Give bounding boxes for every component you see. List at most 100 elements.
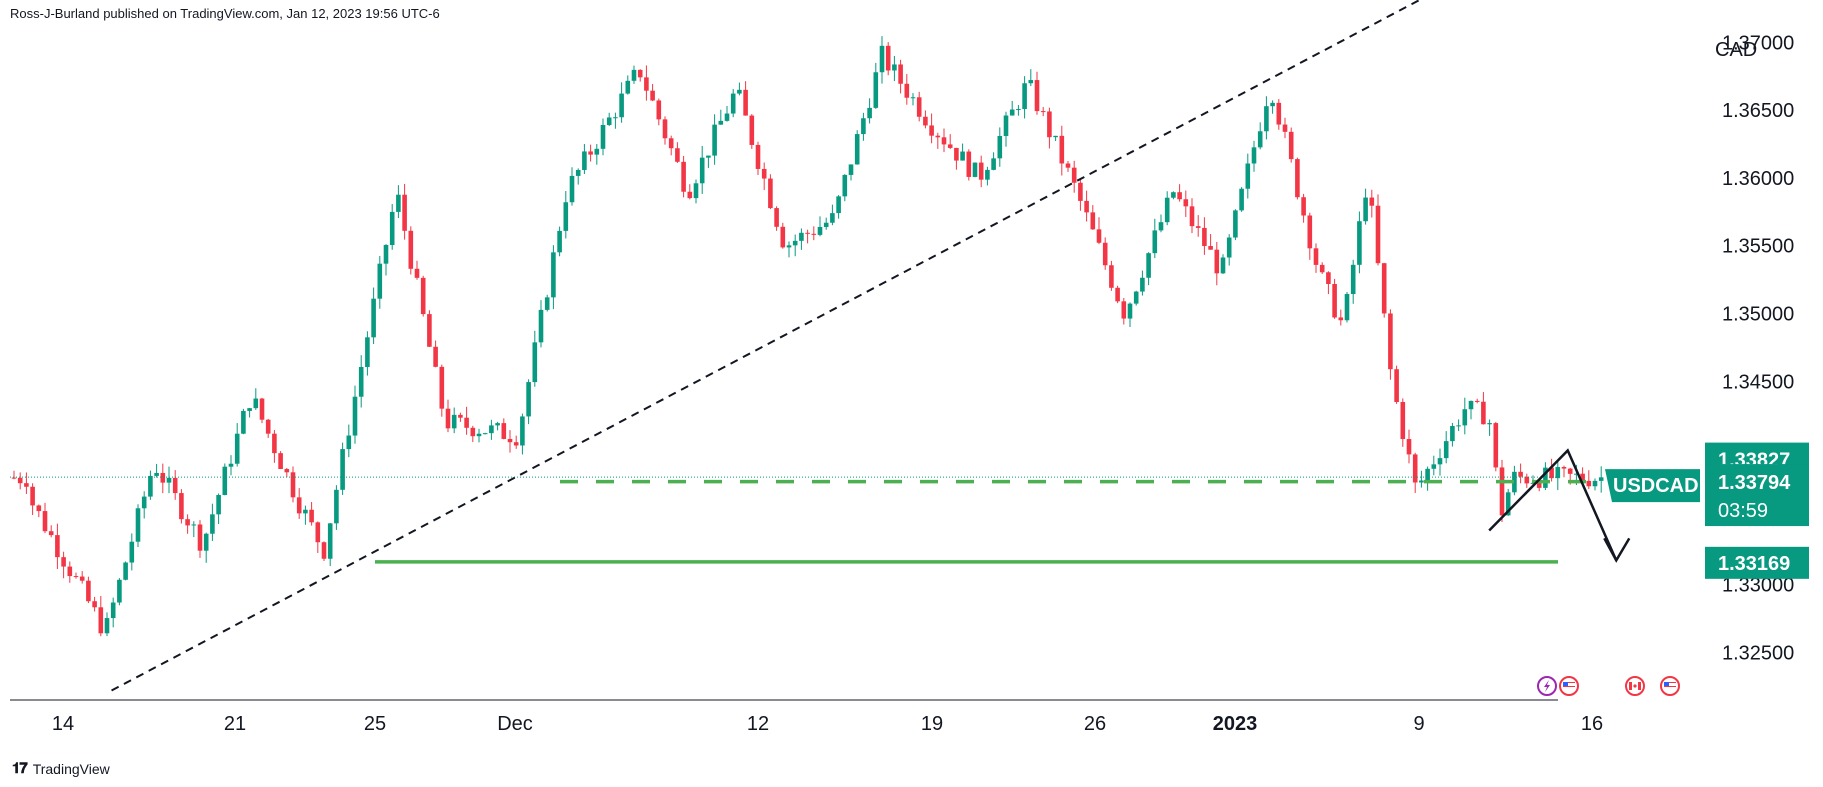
flag-stripe <box>1563 682 1575 683</box>
candle-body <box>1363 197 1368 222</box>
publisher-header: Ross-J-Burland published on TradingView.… <box>10 6 440 21</box>
candle-body <box>1189 206 1195 227</box>
candle-body <box>588 151 593 155</box>
candle-body <box>42 511 48 532</box>
candle-body <box>1152 230 1158 254</box>
candle-body <box>830 213 835 223</box>
candle-body <box>61 557 66 567</box>
candle-body <box>1350 264 1356 295</box>
candle-body <box>724 113 730 121</box>
ca-flag-icon[interactable] <box>1625 676 1645 696</box>
candle-body <box>544 297 550 310</box>
candle-body <box>1288 131 1294 160</box>
candle-body <box>303 509 308 514</box>
candle-body <box>17 477 23 484</box>
candle-body <box>699 157 705 184</box>
candle-body <box>1239 188 1244 211</box>
candle-body <box>718 120 724 125</box>
candle-body <box>1109 265 1114 288</box>
time-axis: 14 21 25 Dec 12 19 26 2023 9 16 <box>10 699 1603 735</box>
candle-body <box>86 580 91 602</box>
time-tick-label: Dec <box>497 713 533 735</box>
time-tick-label: 2023 <box>1213 713 1258 735</box>
flag-stripe <box>1664 684 1676 685</box>
candle-body <box>625 80 631 94</box>
candle-body <box>439 366 445 409</box>
lightning-icon[interactable] <box>1537 676 1557 696</box>
symbol-label: USDCAD <box>1613 475 1699 497</box>
candle-body <box>1381 263 1387 314</box>
candle-body <box>1431 464 1437 469</box>
candle-body <box>1388 313 1393 370</box>
candle-body <box>749 115 755 145</box>
candle-body <box>172 477 178 494</box>
candle-body <box>154 472 159 476</box>
candle-body <box>315 522 321 543</box>
candle-body <box>1326 272 1331 284</box>
support-badge-bg <box>1705 546 1809 579</box>
us-flag-icon[interactable] <box>1559 676 1579 696</box>
candle-body <box>960 151 965 161</box>
candle-body <box>1245 163 1251 189</box>
tradingview-logo-icon[interactable]: 𝟏𝟕 <box>12 760 28 777</box>
candle-body <box>259 398 265 420</box>
symbol-tag-bg <box>1605 469 1700 503</box>
price-tick-label: 1.36500 <box>1722 100 1794 122</box>
candle-body <box>1121 301 1127 319</box>
candle-body <box>197 524 203 551</box>
time-tick-label: 21 <box>224 713 246 735</box>
candle-body <box>600 124 606 149</box>
flag-stripe <box>1664 686 1676 687</box>
us-flag-icon[interactable] <box>1660 676 1680 696</box>
candle-body <box>1512 471 1517 493</box>
candle-body <box>867 107 872 119</box>
time-tick-label: 19 <box>921 713 943 735</box>
candle-body <box>520 416 525 446</box>
candle-body <box>1338 317 1344 321</box>
candle-body <box>823 222 829 227</box>
candle-body <box>954 147 959 161</box>
candle-body <box>191 524 197 526</box>
candle-body <box>1158 222 1164 231</box>
candle-body <box>1078 182 1083 201</box>
candle-body <box>923 116 928 126</box>
candle-body <box>1071 167 1077 183</box>
footer: 𝟏𝟕 TradingView <box>12 760 110 777</box>
candle-body <box>482 433 488 435</box>
flag-stripe <box>1664 688 1676 689</box>
candle-body <box>743 89 748 116</box>
candle-body <box>24 483 29 487</box>
candle-body <box>873 72 879 108</box>
candle-body <box>1319 264 1325 273</box>
candle-body <box>1598 477 1604 481</box>
candle-body <box>352 396 358 436</box>
candle-body <box>799 232 804 241</box>
price-tick-label: 1.32500 <box>1722 643 1794 665</box>
candle-body <box>1481 401 1486 425</box>
candle-body <box>1276 102 1282 125</box>
candle-body <box>334 489 339 524</box>
candle-body <box>668 138 674 149</box>
candle-body <box>427 314 432 347</box>
candle-body <box>631 69 637 81</box>
candle-body <box>904 83 910 98</box>
candle-body <box>73 576 79 578</box>
candle-body <box>538 309 544 343</box>
candle-body <box>1307 215 1313 249</box>
candle-body <box>1053 135 1058 138</box>
candle-body <box>947 144 953 148</box>
candle-body <box>569 175 575 203</box>
candle-body <box>1332 283 1337 318</box>
candle-body <box>644 77 649 91</box>
candle-body <box>1214 249 1220 274</box>
flag-stripe <box>1563 684 1575 685</box>
price-tick-label: 1.37000 <box>1722 32 1794 54</box>
candle-body <box>774 208 779 227</box>
candle-body <box>693 183 699 199</box>
current-price-badge: USDCAD 1.33794 03:59 <box>1605 464 1809 527</box>
candle-body <box>681 161 686 192</box>
candle-body <box>1493 423 1499 468</box>
candle-body <box>402 194 407 231</box>
overlays-layer <box>10 0 1680 696</box>
